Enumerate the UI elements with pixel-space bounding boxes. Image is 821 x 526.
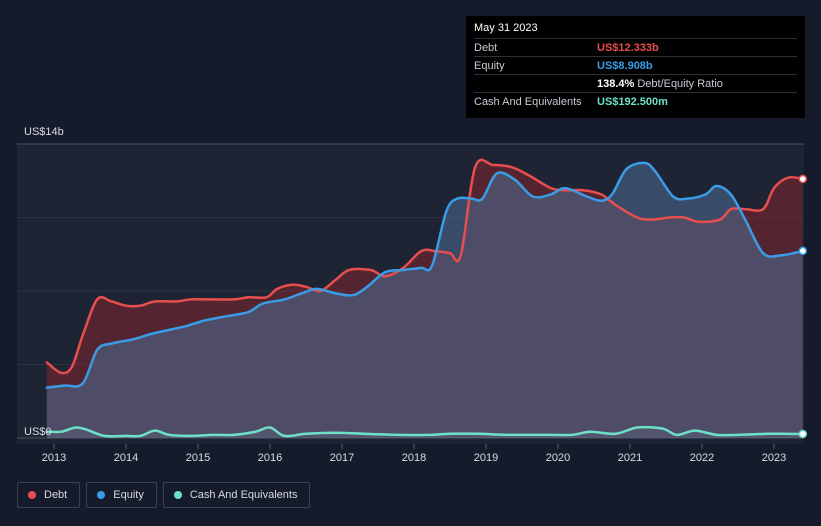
- x-tick-label-2018: 2018: [402, 452, 426, 464]
- x-tick-label-2014: 2014: [114, 452, 138, 464]
- legend-dot-equity: [97, 491, 106, 499]
- tooltip-cash-label: Cash And Equivalents: [474, 95, 582, 108]
- area-overlap-tone: [46, 162, 803, 438]
- y-axis-top-label: US$14b: [24, 126, 64, 138]
- hover-tooltip: May 31 2023 Debt US$12.333b Equity US$8.…: [466, 16, 805, 118]
- x-tick-label-2021: 2021: [618, 452, 642, 464]
- x-tick-label-2019: 2019: [474, 452, 498, 464]
- x-tick-label-2015: 2015: [186, 452, 210, 464]
- tooltip-equity-value: US$8.908b: [597, 59, 653, 72]
- end-marker-equity: [798, 246, 808, 256]
- x-axis-ticks: 2013 2014 2015 2016 2017 2018 2019 2020 2021 2022…: [42, 444, 786, 464]
- legend-label-debt: Debt: [44, 489, 68, 501]
- x-tick-label-2016: 2016: [258, 452, 282, 464]
- x-tick-label-2023: 2023: [762, 452, 786, 464]
- chart-lines: [45, 158, 805, 438]
- plot-highlight-band: [17, 144, 804, 444]
- legend-item-equity[interactable]: Equity: [86, 482, 157, 508]
- tooltip-row-ratio: 138.4% Debt/Equity Ratio: [474, 74, 797, 92]
- x-tick-label-2022: 2022: [690, 452, 714, 464]
- legend-dot-debt: [28, 491, 36, 499]
- area-debt: [46, 159, 803, 438]
- chart-areas: [46, 159, 803, 438]
- tooltip-row-debt: Debt US$12.333b: [474, 38, 797, 56]
- chart-legend: Debt Equity Cash And Equivalents: [17, 482, 311, 508]
- tooltip-date: May 31 2023: [474, 22, 538, 34]
- legend-label-cash: Cash And Equivalents: [189, 489, 298, 501]
- chart-end-markers: [798, 174, 808, 439]
- tooltip-cash-value: US$192.500m: [597, 95, 668, 108]
- line-cash: [45, 425, 805, 438]
- legend-label-equity: Equity: [113, 489, 144, 501]
- x-tick-label-2017: 2017: [330, 452, 354, 464]
- line-debt: [45, 158, 805, 375]
- end-marker-cash: [798, 429, 808, 439]
- x-tick-label-2013: 2013: [42, 452, 66, 464]
- line-equity: [45, 161, 805, 389]
- tooltip-row-cash: Cash And Equivalents US$192.500m: [474, 92, 797, 110]
- chart-grid: [17, 143, 804, 439]
- legend-dot-cash: [173, 491, 182, 499]
- tooltip-ratio-unit: Debt/Equity Ratio: [637, 77, 723, 90]
- tooltip-equity-label: Equity: [474, 59, 505, 72]
- end-marker-debt: [798, 174, 808, 184]
- legend-item-cash[interactable]: Cash And Equivalents: [162, 482, 311, 508]
- y-axis-zero-label: US$0: [24, 426, 52, 438]
- tooltip-debt-label: Debt: [474, 41, 498, 54]
- legend-item-debt[interactable]: Debt: [17, 482, 81, 508]
- tooltip-ratio-value: 138.4% Debt/Equity Ratio: [597, 78, 723, 90]
- tooltip-ratio-number: 138.4%: [597, 77, 635, 90]
- x-tick-label-2020: 2020: [546, 452, 570, 464]
- tooltip-row-equity: Equity US$8.908b: [474, 56, 797, 74]
- area-equity: [46, 162, 803, 438]
- tooltip-debt-value: US$12.333b: [597, 41, 659, 54]
